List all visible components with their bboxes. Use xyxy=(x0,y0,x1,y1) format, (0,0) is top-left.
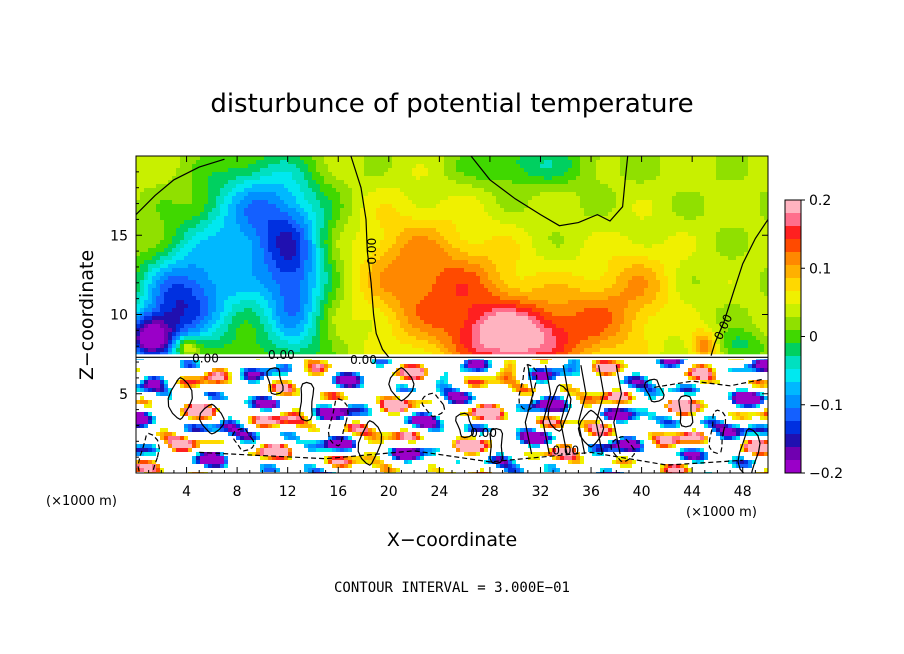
x-axis-unit-left: (×1000 m) xyxy=(46,494,117,509)
contour-label: 0.00 xyxy=(350,353,377,367)
colorbar-swatch xyxy=(785,265,801,279)
colorbar-swatch xyxy=(785,460,801,474)
colorbar-swatch xyxy=(785,421,801,435)
colorbar-swatch xyxy=(785,317,801,331)
y-tick-label: 15 xyxy=(110,228,128,244)
colorbar-swatch xyxy=(785,291,801,305)
colorbar-swatch xyxy=(785,447,801,461)
x-tick-label: 12 xyxy=(279,484,297,500)
colorbar-swatch xyxy=(785,200,801,214)
contour-lines: 0.000.000.00 0.000.000.000.00 xyxy=(136,156,768,473)
colorbar-swatch xyxy=(785,343,801,357)
contour-label: 0.00 xyxy=(268,348,295,362)
x-tick-label: 40 xyxy=(633,484,651,500)
colorbar-tick-label: 0 xyxy=(809,330,818,346)
heatmap-field xyxy=(136,156,768,473)
x-tick-label: 36 xyxy=(582,484,600,500)
colorbar-swatch xyxy=(785,434,801,448)
x-tick-label: 28 xyxy=(481,484,499,500)
y-axis-label: Z−coordinate xyxy=(76,250,98,380)
y-tick-label: 5 xyxy=(119,387,128,403)
contour-label: 0.00 xyxy=(470,426,497,440)
x-axis-label: X−coordinate xyxy=(387,529,517,551)
colorbar-swatch xyxy=(785,226,801,240)
x-tick-label: 8 xyxy=(233,484,242,500)
x-tick-label: 24 xyxy=(430,484,448,500)
colorbar-swatch xyxy=(785,304,801,318)
chart-title: disturbunce of potential temperature xyxy=(210,89,693,119)
colorbar-swatch xyxy=(785,369,801,383)
y-axis-ticks: 5 10 15 xyxy=(110,171,768,458)
x-tick-label: 4 xyxy=(182,484,191,500)
colorbar-tick-label: −0.1 xyxy=(809,398,843,414)
colorbar-tick-label: −0.2 xyxy=(809,466,843,482)
colorbar-swatch xyxy=(785,356,801,370)
x-axis-unit-right: (×1000 m) xyxy=(686,505,757,520)
contour-label: 0.00 xyxy=(365,238,379,265)
y-tick-label: 10 xyxy=(110,308,128,324)
x-axis-ticks: 4 8 12 16 20 24 28 32 36 40 44 48 xyxy=(148,156,756,500)
contour-label: 0.00 xyxy=(192,351,219,365)
colorbar-swatch xyxy=(785,330,801,344)
contour-label: 0.00 xyxy=(552,443,579,457)
colorbar-swatch xyxy=(785,278,801,292)
colorbar: 0.2 0.1 0 −0.1 −0.2 xyxy=(784,193,843,482)
colorbar-tick-label: 0.1 xyxy=(809,261,831,277)
x-tick-label: 32 xyxy=(532,484,550,500)
colorbar-swatch xyxy=(785,382,801,396)
colorbar-swatch xyxy=(785,252,801,266)
x-tick-label: 48 xyxy=(734,484,752,500)
colorbar-swatch xyxy=(785,239,801,253)
colorbar-tick-label: 0.2 xyxy=(809,193,831,209)
x-tick-label: 16 xyxy=(329,484,347,500)
contour-interval-note: CONTOUR INTERVAL = 3.000E−01 xyxy=(334,580,570,596)
colorbar-swatch xyxy=(785,408,801,422)
colorbar-swatch xyxy=(785,213,801,227)
colorbar-swatch xyxy=(785,395,801,409)
x-tick-label: 44 xyxy=(683,484,701,500)
x-tick-label: 20 xyxy=(380,484,398,500)
